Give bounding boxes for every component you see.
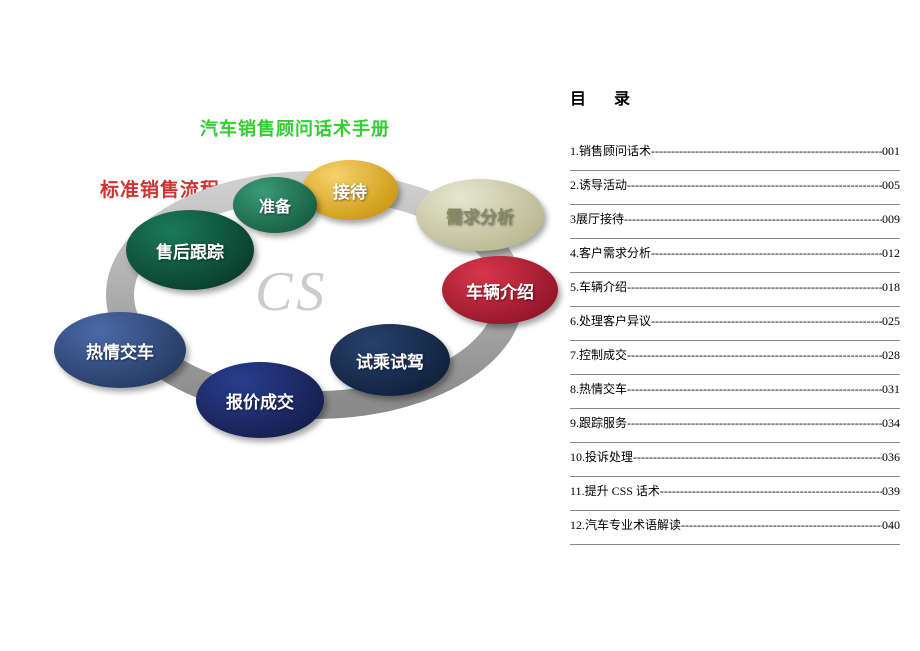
toc-row-label: 提升 CSS 话术 <box>585 483 660 499</box>
toc-row-dashes: ----------------------------------------… <box>651 143 882 159</box>
toc-row-dashes: ----------------------------------------… <box>627 279 882 295</box>
toc-row-label: 热情交车 <box>579 381 627 397</box>
toc-row-page: 001 <box>882 143 900 159</box>
toc-row-dashes: ----------------------------------------… <box>624 211 882 227</box>
toc-row: 5.车辆介绍----------------------------------… <box>570 273 900 307</box>
process-node: 试乘试驾 <box>330 324 450 396</box>
toc-row: 12.汽车专业术语解读-----------------------------… <box>570 511 900 545</box>
toc-row-dashes: ----------------------------------------… <box>627 415 882 431</box>
toc-row-num: 8. <box>570 381 579 397</box>
toc-row-label: 汽车专业术语解读 <box>585 517 681 533</box>
toc-row-page: 039 <box>882 483 900 499</box>
toc-row-label: 跟踪服务 <box>579 415 627 431</box>
toc-row-dashes: ----------------------------------------… <box>651 245 882 261</box>
toc-row-dashes: ----------------------------------------… <box>627 381 882 397</box>
toc-row-dashes: ----------------------------------------… <box>633 449 882 465</box>
process-node: 车辆介绍 <box>442 256 558 324</box>
process-diagram: CS 接待需求分析车辆介绍试乘试驾报价成交 热情交车 售后跟踪 准备 <box>60 150 540 510</box>
toc-row-label: 展厅接待 <box>576 211 624 227</box>
toc-row: 3展厅接待-----------------------------------… <box>570 205 900 239</box>
main-title: 汽车销售顾问话术手册 <box>200 115 390 141</box>
toc-row-label: 控制成交 <box>579 347 627 363</box>
process-node-label: 需求分析 <box>446 203 514 228</box>
toc-row-label: 客户需求分析 <box>579 245 651 261</box>
process-node: 报价成交 <box>196 362 324 438</box>
toc-row-num: 5. <box>570 279 579 295</box>
toc-row: 6.处理客户异议--------------------------------… <box>570 307 900 341</box>
toc-row-label: 销售顾问话术 <box>579 143 651 159</box>
process-node: 需求分析 <box>416 179 544 251</box>
toc-row-page: 031 <box>882 381 900 397</box>
toc-panel: 目 录 1.销售顾问话术----------------------------… <box>570 85 900 545</box>
toc-row-page: 034 <box>882 415 900 431</box>
toc-row-num: 7. <box>570 347 579 363</box>
toc-row: 10.投诉处理---------------------------------… <box>570 443 900 477</box>
process-node: 售后跟踪 <box>126 210 254 290</box>
process-node-label: 售后跟踪 <box>156 238 224 263</box>
toc-row: 7.控制成交----------------------------------… <box>570 341 900 375</box>
process-node-label: 试乘试驾 <box>356 348 424 373</box>
toc-row-num: 6. <box>570 313 579 329</box>
diagram-panel: 汽车销售顾问话术手册 标准销售流程 CS 接待需求分析车辆介绍试乘试驾报价成交热… <box>0 0 560 651</box>
toc-row-num: 12. <box>570 517 585 533</box>
toc-row: 11.提升 CSS 话术----------------------------… <box>570 477 900 511</box>
toc-row: 8.热情交车----------------------------------… <box>570 375 900 409</box>
toc-row-num: 10. <box>570 449 585 465</box>
toc-row-page: 028 <box>882 347 900 363</box>
center-cs-text: CS <box>255 260 328 324</box>
toc-title: 目 录 <box>570 85 900 109</box>
toc-row-num: 1. <box>570 143 579 159</box>
toc-row-page: 009 <box>882 211 900 227</box>
toc-row-label: 诱导活动 <box>579 177 627 193</box>
toc-row-label: 处理客户异议 <box>579 313 651 329</box>
process-node: 接待 <box>302 160 398 220</box>
toc-row: 4.客户需求分析--------------------------------… <box>570 239 900 273</box>
toc-row-dashes: ----------------------------------------… <box>651 313 882 329</box>
toc-row-label: 车辆介绍 <box>579 279 627 295</box>
toc-row-num: 9. <box>570 415 579 431</box>
toc-row-dashes: ----------------------------------------… <box>627 347 882 363</box>
toc-row: 2.诱导活动----------------------------------… <box>570 171 900 205</box>
process-node-label: 热情交车 <box>86 338 154 363</box>
toc-row-num: 11. <box>570 483 585 499</box>
process-node-label: 接待 <box>333 178 367 203</box>
toc-row-page: 025 <box>882 313 900 329</box>
toc-row-dashes: ----------------------------------------… <box>660 483 882 499</box>
toc-row-dashes: ----------------------------------------… <box>627 177 882 193</box>
toc-row-num: 4. <box>570 245 579 261</box>
toc-row-dashes: ----------------------------------------… <box>681 517 882 533</box>
process-node: 热情交车 <box>54 312 186 388</box>
process-node-label: 准备 <box>259 193 291 217</box>
toc-row-page: 040 <box>882 517 900 533</box>
toc-row-page: 012 <box>882 245 900 261</box>
toc-row-page: 005 <box>882 177 900 193</box>
process-node-label: 报价成交 <box>226 388 294 413</box>
toc-row-num: 2. <box>570 177 579 193</box>
process-node-label: 车辆介绍 <box>466 278 534 303</box>
toc-row: 9.跟踪服务----------------------------------… <box>570 409 900 443</box>
toc-row-page: 018 <box>882 279 900 295</box>
toc-row-label: 投诉处理 <box>585 449 633 465</box>
toc-row: 1.销售顾问话术--------------------------------… <box>570 137 900 171</box>
toc-row-page: 036 <box>882 449 900 465</box>
process-node: 准备 <box>233 177 317 233</box>
